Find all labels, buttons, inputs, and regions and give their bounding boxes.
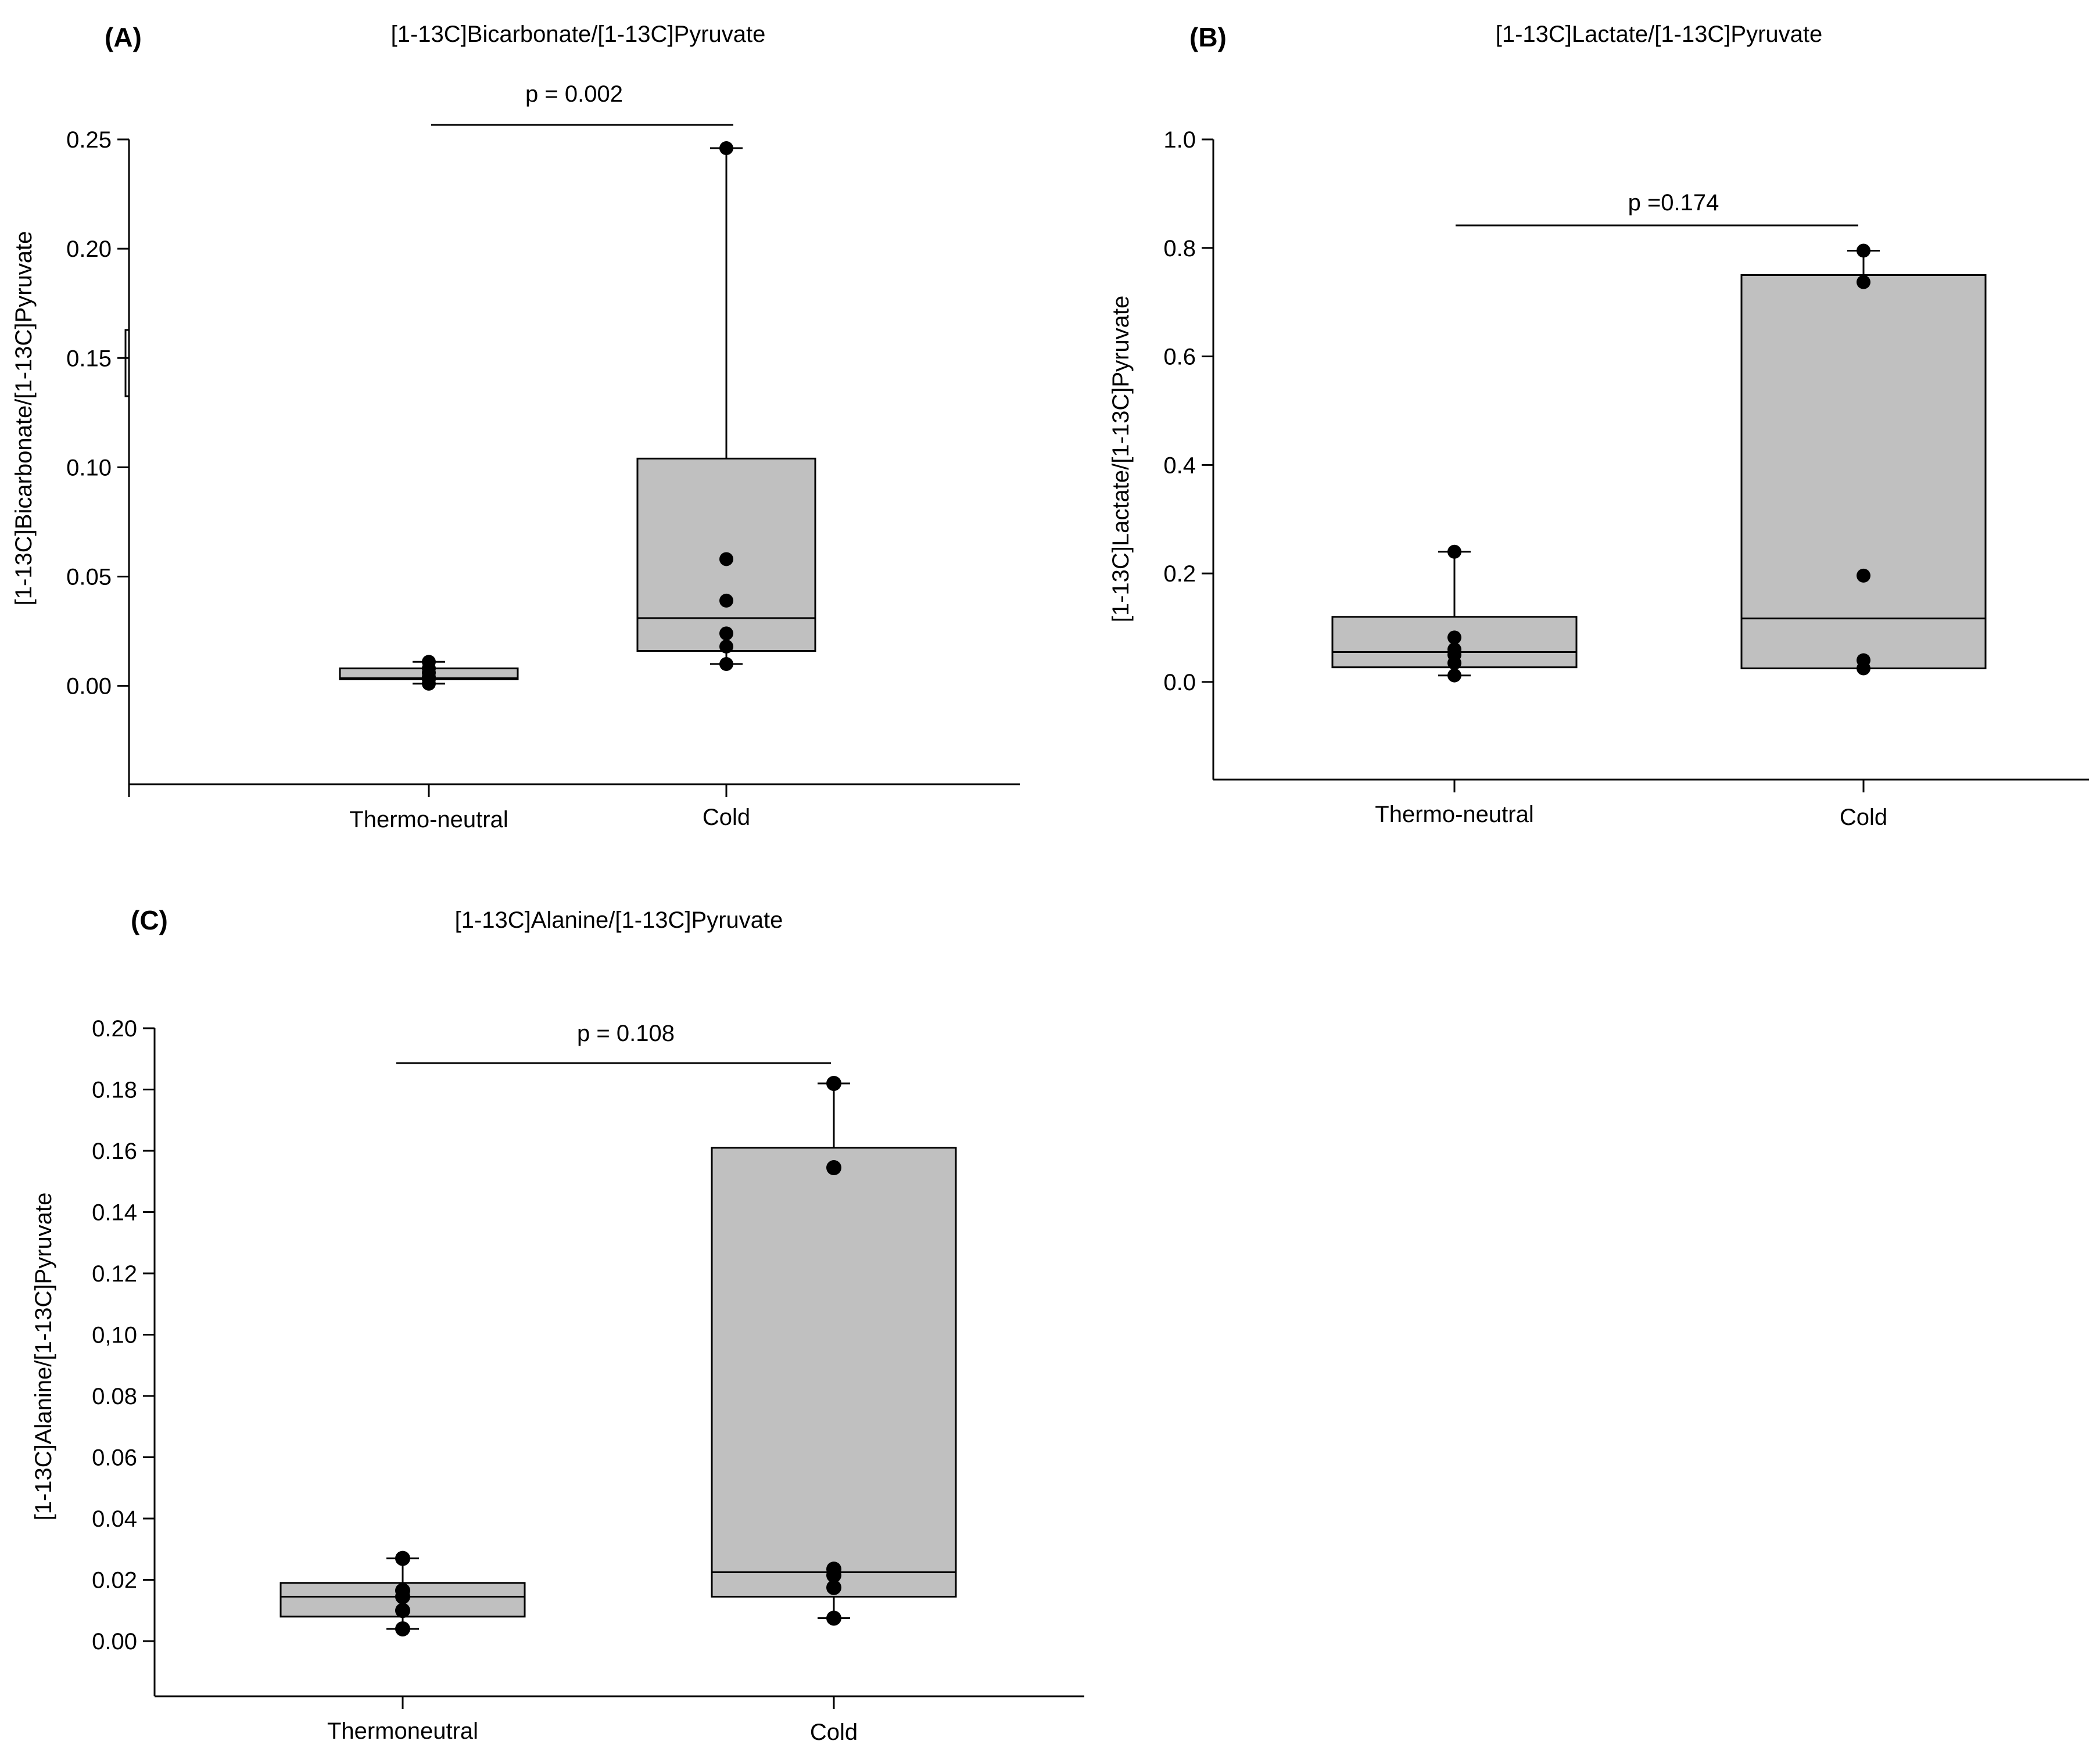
panel-b-thermoneutral-point-4 <box>1447 630 1461 645</box>
panel-b-y-tick-label-5: 1.0 <box>1163 127 1196 153</box>
panel-a-thermoneutral-point-5 <box>422 655 436 669</box>
panel-b-y-tick-label-1: 0.2 <box>1163 561 1196 587</box>
panel-b-thermoneutral-point-5 <box>1447 544 1461 559</box>
panel-a-p-value: p = 0.002 <box>525 81 623 107</box>
panel-c-y-tick-label-0: 0.00 <box>92 1629 137 1654</box>
panel-c-thermoneutral-point-4 <box>395 1550 410 1566</box>
panel-a-axis-break-mark <box>124 329 129 397</box>
panel-c-thermoneutral-point-0 <box>395 1621 410 1636</box>
panel-a-y-tick-label-4: 0.20 <box>66 236 112 262</box>
panel-c-y-tick-label-4: 0.08 <box>92 1384 137 1409</box>
panel-b-thermoneutral-point-3 <box>1447 642 1461 656</box>
panel-c-label: (C) <box>131 905 168 935</box>
panel-a-y-tick-label-0: 0.00 <box>66 674 112 699</box>
panel-c-cold-point-3 <box>826 1562 841 1577</box>
panel-a-x-tick-label-cold: Cold <box>703 805 750 830</box>
panel-b-label: (B) <box>1189 22 1227 52</box>
panel-b-cold-point-3 <box>1857 275 1870 289</box>
panel-c-title: [1-13C]Alanine/[1-13C]Pyruvate <box>455 907 783 933</box>
panel-c-y-tick-label-8: 0.16 <box>92 1139 137 1164</box>
panel-c-x-tick-label-cold: Cold <box>810 1720 858 1745</box>
panel-c-y-tick-label-5: 0,10 <box>92 1323 137 1348</box>
panel-a-y-tick-label-5: 0.25 <box>66 127 112 153</box>
panel-a-cold-point-5 <box>719 141 733 156</box>
panel-c-cold-point-4 <box>826 1160 841 1176</box>
panel-a-y-tick-label-3: 0.15 <box>66 346 112 371</box>
panel-c-y-tick-label-3: 0.06 <box>92 1445 137 1471</box>
panel-b-x-tick-label-thermo-neutral: Thermo-neutral <box>1375 802 1533 827</box>
panel-c-y-tick-label-10: 0.20 <box>92 1016 137 1042</box>
panel-a-cold-point-1 <box>719 639 733 654</box>
panel-c-y-tick-label-2: 0.04 <box>92 1506 137 1532</box>
panel-c-cold-point-5 <box>826 1075 841 1091</box>
panel-a-cold-point-3 <box>719 593 733 608</box>
panel-b-thermoneutral-point-0 <box>1447 668 1461 683</box>
panel-a-title: [1-13C]Bicarbonate/[1-13C]Pyruvate <box>391 21 766 47</box>
panel-b: (B) [1-13C]Lactate/[1-13C]Pyruvate [1-13… <box>1108 21 2089 830</box>
panel-b-x-tick-label-cold: Cold <box>1840 805 1887 830</box>
panel-b-y-axis-label: [1-13C]Lactate/[1-13C]Pyruvate <box>1108 296 1134 623</box>
panel-a-cold-point-0 <box>719 657 733 672</box>
panel-a-cold-point-2 <box>719 626 733 641</box>
panel-b-cold-point-2 <box>1857 568 1870 583</box>
panel-c-p-value: p = 0.108 <box>577 1021 675 1046</box>
panel-a-y-axis-label: [1-13C]Bicarbonate/[1-13C]Pyruvate <box>11 231 37 606</box>
panel-c-y-tick-label-7: 0.14 <box>92 1200 137 1226</box>
panel-a-label: (A) <box>105 22 142 52</box>
panel-b-y-tick-label-0: 0.0 <box>1163 670 1196 695</box>
panel-c-cold-point-0 <box>826 1610 841 1626</box>
panel-c-cold-box <box>711 1147 957 1598</box>
panel-c-y-tick-label-1: 0.02 <box>92 1568 137 1593</box>
panel-c-y-tick-label-6: 0.12 <box>92 1261 137 1287</box>
panel-b-title: [1-13C]Lactate/[1-13C]Pyruvate <box>1496 21 1823 47</box>
panel-b-cold-box <box>1740 274 1987 670</box>
panel-b-y-tick-label-3: 0.6 <box>1163 344 1196 370</box>
panel-a-x-tick-label-thermo-neutral: Thermo-neutral <box>349 807 508 832</box>
panel-b-cold-point-4 <box>1857 243 1870 258</box>
panel-c-thermoneutral-point-1 <box>395 1603 410 1618</box>
panel-c-thermoneutral-point-3 <box>395 1583 410 1599</box>
panel-a-cold-point-4 <box>719 552 733 566</box>
panel-b-y-tick-label-4: 0.8 <box>1163 236 1196 261</box>
panel-c: (C) [1-13C]Alanine/[1-13C]Pyruvate [1-13… <box>31 905 1084 1745</box>
panel-b-cold-point-1 <box>1857 653 1870 667</box>
panel-c-x-tick-label-thermoneutral: Thermoneutral <box>327 1718 478 1744</box>
panel-a-y-tick-label-2: 0.10 <box>66 455 112 480</box>
panel-b-p-value: p =0.174 <box>1628 190 1719 216</box>
panel-a: (A) [1-13C]Bicarbonate/[1-13C]Pyruvate [… <box>11 21 1020 832</box>
panel-b-y-tick-label-2: 0.4 <box>1163 453 1196 478</box>
panel-c-y-axis-label: [1-13C]Alanine/[1-13C]Pyruvate <box>31 1193 56 1521</box>
panel-c-y-tick-label-9: 0.18 <box>92 1078 137 1103</box>
panel-a-y-tick-label-1: 0.05 <box>66 565 112 590</box>
panel-c-cold-point-1 <box>826 1580 841 1595</box>
